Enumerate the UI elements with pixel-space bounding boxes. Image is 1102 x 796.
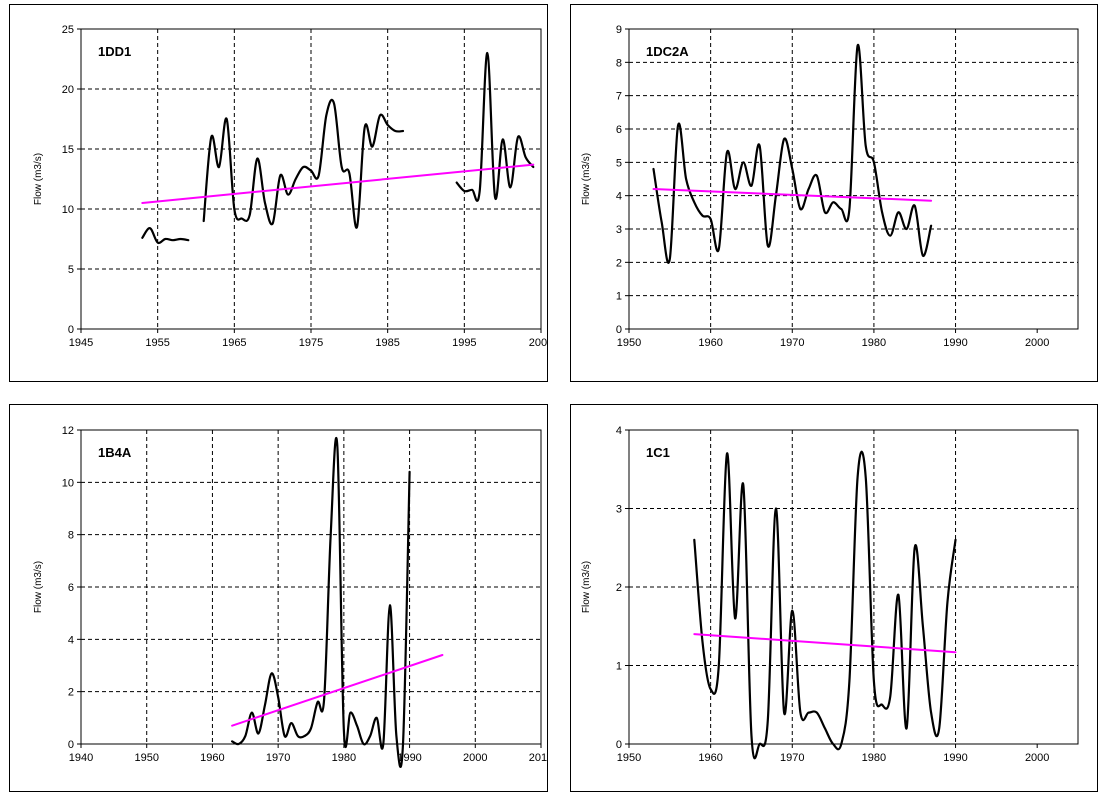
y-tick-label: 25: [62, 24, 74, 36]
trend-line: [231, 654, 444, 727]
chart-svg-1c1: 1950 1960 1970 1980 1990 2000 0 1 2 3 4 Flow (m3/s)…: [581, 425, 1079, 764]
y-tick-label: 9: [616, 24, 622, 36]
x-tick-label: 1945: [69, 337, 93, 349]
flow-series-line: [141, 227, 190, 245]
y-tick-label: 3: [616, 504, 622, 516]
x-tick-label: 1985: [375, 337, 399, 349]
y-axis-label: Flow (m3/s): [33, 153, 44, 205]
x-tick-label: 2000: [1025, 752, 1049, 764]
y-tick-label: 1: [616, 291, 622, 303]
y-tick-label: 1: [616, 661, 622, 673]
x-tick-label: 1990: [943, 337, 967, 349]
x-tick-label: 1990: [397, 752, 421, 764]
y-tick-label: 10: [62, 477, 74, 489]
y-tick-label: 10: [62, 204, 74, 216]
y-tick-label: 4: [68, 634, 74, 646]
x-tick-label: 1960: [698, 337, 722, 349]
x-tick-label: 1955: [145, 337, 169, 349]
x-tick-label: 1960: [698, 752, 722, 764]
x-tick-label: 1990: [943, 752, 967, 764]
trend-line: [652, 188, 933, 202]
y-tick-label: 2: [616, 582, 622, 594]
y-tick-label: 0: [616, 739, 622, 751]
x-tick-label: 1975: [299, 337, 323, 349]
y-tick-label: 3: [616, 224, 622, 236]
x-tick-label: 2000: [1025, 337, 1049, 349]
plot-frame: [80, 429, 542, 745]
x-tick-label: 1950: [617, 752, 641, 764]
y-tick-label: 7: [616, 91, 622, 103]
y-tick-label: 15: [62, 144, 74, 156]
y-axis-label: Flow (m3/s): [33, 561, 44, 613]
x-tick-label: 1940: [69, 752, 93, 764]
chart-panel-1dc2a: 1950 1960 1970 1980 1990 2000 0 1 2 3 4 5 6 7 8 9 Flow (…: [570, 4, 1098, 382]
y-tick-label: 8: [68, 530, 74, 542]
y-tick-label: 12: [62, 425, 74, 437]
y-axis-label: Flow (m3/s): [581, 561, 592, 613]
flow-series-line: [231, 436, 411, 769]
y-axis-label: Flow (m3/s): [581, 153, 592, 205]
x-tick-label: 1965: [222, 337, 246, 349]
y-tick-label: 2: [616, 257, 622, 269]
chart-panel-1c1: 1950 1960 1970 1980 1990 2000 0 1 2 3 4 Flow (m3/s)…: [570, 404, 1098, 792]
y-tick-label: 8: [616, 57, 622, 69]
chart-title: 1DD1: [98, 44, 131, 59]
y-tick-label: 5: [68, 264, 74, 276]
chart-title: 1C1: [646, 445, 670, 460]
x-tick-label: 1970: [780, 337, 804, 349]
y-tick-label: 4: [616, 191, 622, 203]
x-tick-label: 1970: [780, 752, 804, 764]
x-tick-label: 2000: [463, 752, 487, 764]
y-tick-label: 0: [68, 324, 74, 336]
x-tick-label: 1970: [266, 752, 290, 764]
x-tick-label: 1980: [862, 752, 886, 764]
y-tick-label: 4: [616, 425, 622, 437]
chart-panel-1dd1: 1945 1955 1965 1975 1985 1995 2005 0 5 10 15 20 25 Fl…: [9, 4, 548, 382]
x-tick-label: 1980: [332, 752, 356, 764]
y-tick-label: 0: [68, 739, 74, 751]
flow-series-line: [455, 51, 535, 202]
x-tick-label: 2005: [529, 337, 547, 349]
y-tick-label: 5: [616, 157, 622, 169]
y-tick-label: 20: [62, 84, 74, 96]
flow-series-line: [693, 450, 957, 760]
chart-svg-1dc2a: 1950 1960 1970 1980 1990 2000 0 1 2 3 4 5 6 7 8 9 Flow (…: [581, 24, 1079, 349]
chart-title: 1B4A: [98, 445, 132, 460]
y-tick-label: 6: [68, 582, 74, 594]
flow-series-line: [202, 98, 405, 229]
chart-svg-1dd1: 1945 1955 1965 1975 1985 1995 2005 0 5 10 15 20 25 Fl…: [33, 24, 547, 349]
plot-frame: [628, 28, 1079, 330]
y-tick-label: 6: [616, 124, 622, 136]
x-tick-label: 1950: [134, 752, 158, 764]
x-tick-label: 1980: [862, 337, 886, 349]
trend-line: [141, 163, 535, 204]
x-tick-label: 1960: [200, 752, 224, 764]
flow-series-line: [652, 43, 933, 264]
x-tick-label: 1950: [617, 337, 641, 349]
trend-line: [693, 633, 957, 654]
y-tick-label: 2: [68, 687, 74, 699]
y-tick-label: 0: [616, 324, 622, 336]
x-tick-label: 1995: [452, 337, 476, 349]
chart-title: 1DC2A: [646, 44, 689, 59]
